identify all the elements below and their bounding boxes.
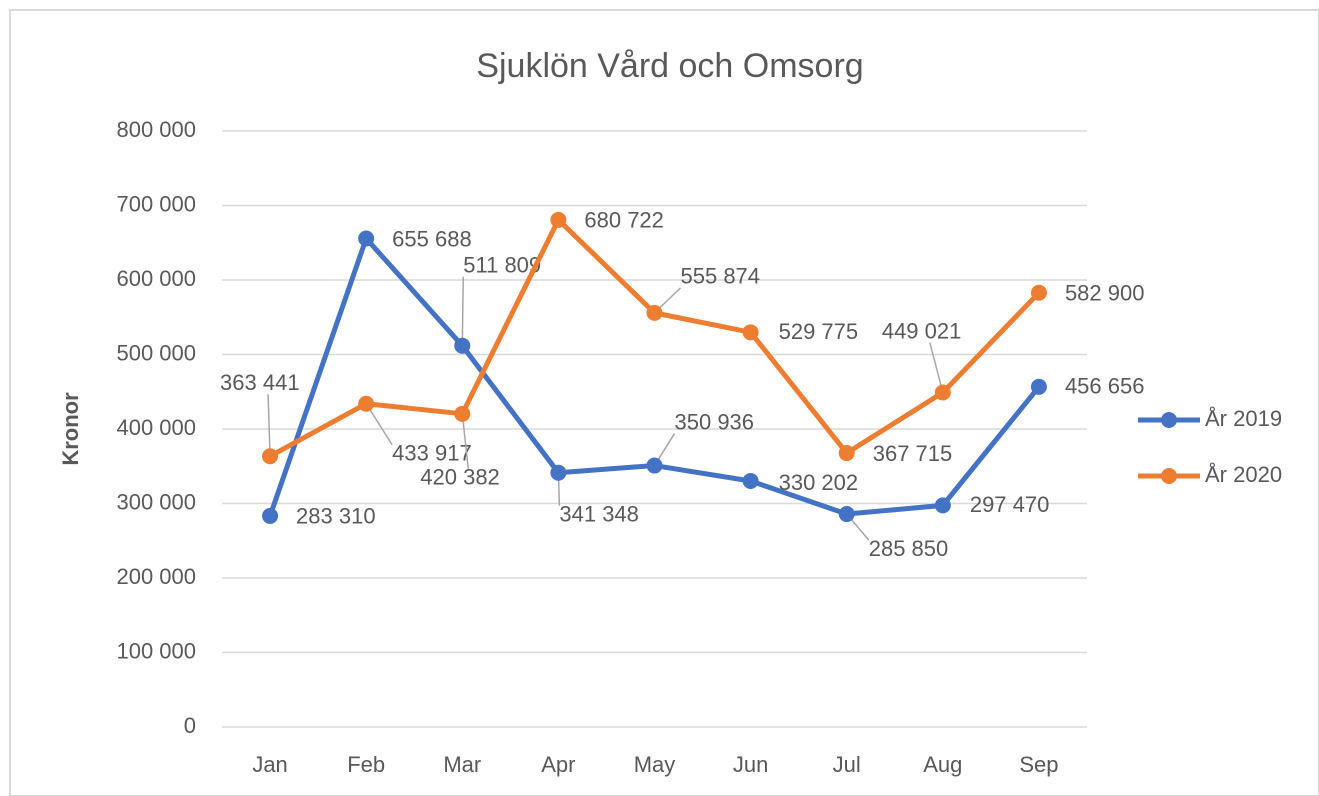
data-label: 655 688 (392, 226, 472, 251)
data-point (742, 472, 759, 489)
chart-frame (9, 9, 1319, 796)
chart-title: Sjuklön Vård och Omsorg (476, 47, 863, 85)
x-tick-label: Feb (347, 752, 385, 777)
data-label: 582 900 (1065, 281, 1145, 306)
leader-line (461, 276, 465, 346)
data-label: 285 850 (869, 536, 949, 561)
data-label: 283 310 (296, 504, 376, 529)
data-label: 420 382 (420, 465, 500, 490)
y-tick-label: 100 000 (116, 638, 196, 663)
data-label: 341 348 (559, 502, 639, 527)
data-point (934, 497, 951, 514)
data-point (646, 457, 663, 474)
leader-line (365, 403, 393, 446)
data-point (550, 211, 567, 228)
y-tick-label: 600 000 (116, 266, 196, 291)
data-label: 363 441 (220, 370, 300, 395)
leader-line (929, 342, 944, 393)
data-point (646, 304, 663, 321)
data-point (262, 507, 279, 524)
x-tick-label: Jan (252, 752, 287, 777)
y-tick-label: 200 000 (116, 564, 196, 589)
data-label: 511 809 (463, 253, 541, 278)
leader-line (267, 394, 271, 457)
data-point (838, 445, 855, 462)
y-tick-label: 400 000 (116, 415, 196, 440)
data-point (838, 506, 855, 523)
y-tick-label: 500 000 (116, 340, 196, 365)
x-tick-label: Aug (923, 752, 962, 777)
data-label: 433 917 (392, 441, 472, 466)
data-label: 350 936 (675, 409, 755, 434)
legend-marker (1161, 468, 1177, 484)
data-point (934, 384, 951, 401)
data-point (550, 464, 567, 481)
data-point (454, 405, 471, 422)
y-tick-label: 0 (184, 713, 196, 738)
legend-label: År 2019 (1205, 406, 1282, 431)
y-tick-label: 300 000 (116, 489, 196, 514)
data-label: 367 715 (873, 441, 953, 466)
data-label: 330 202 (779, 470, 859, 495)
x-tick-label: Apr (541, 752, 575, 777)
data-label: 456 656 (1065, 374, 1145, 399)
x-tick-label: Jun (733, 752, 768, 777)
x-tick-label: Jul (833, 752, 861, 777)
data-label: 680 722 (584, 208, 664, 233)
y-tick-label: 700 000 (116, 191, 196, 216)
data-point (358, 230, 375, 247)
data-label: 529 775 (779, 319, 859, 344)
data-label: 555 874 (681, 264, 761, 289)
y-tick-label: 800 000 (116, 117, 196, 142)
data-label: 449 021 (882, 318, 962, 343)
leader-line (461, 413, 470, 469)
data-label: 297 470 (970, 492, 1050, 517)
legend-marker (1161, 412, 1177, 428)
data-point (454, 337, 471, 354)
x-tick-label: May (634, 752, 676, 777)
y-axis-label: Kronor (58, 392, 83, 466)
x-tick-label: Mar (443, 752, 481, 777)
data-point (358, 395, 375, 412)
data-point (262, 448, 279, 465)
data-point (1030, 378, 1047, 395)
data-point (1030, 284, 1047, 301)
x-tick-label: Sep (1019, 752, 1058, 777)
legend-label: År 2020 (1205, 462, 1282, 487)
data-point (742, 324, 759, 341)
